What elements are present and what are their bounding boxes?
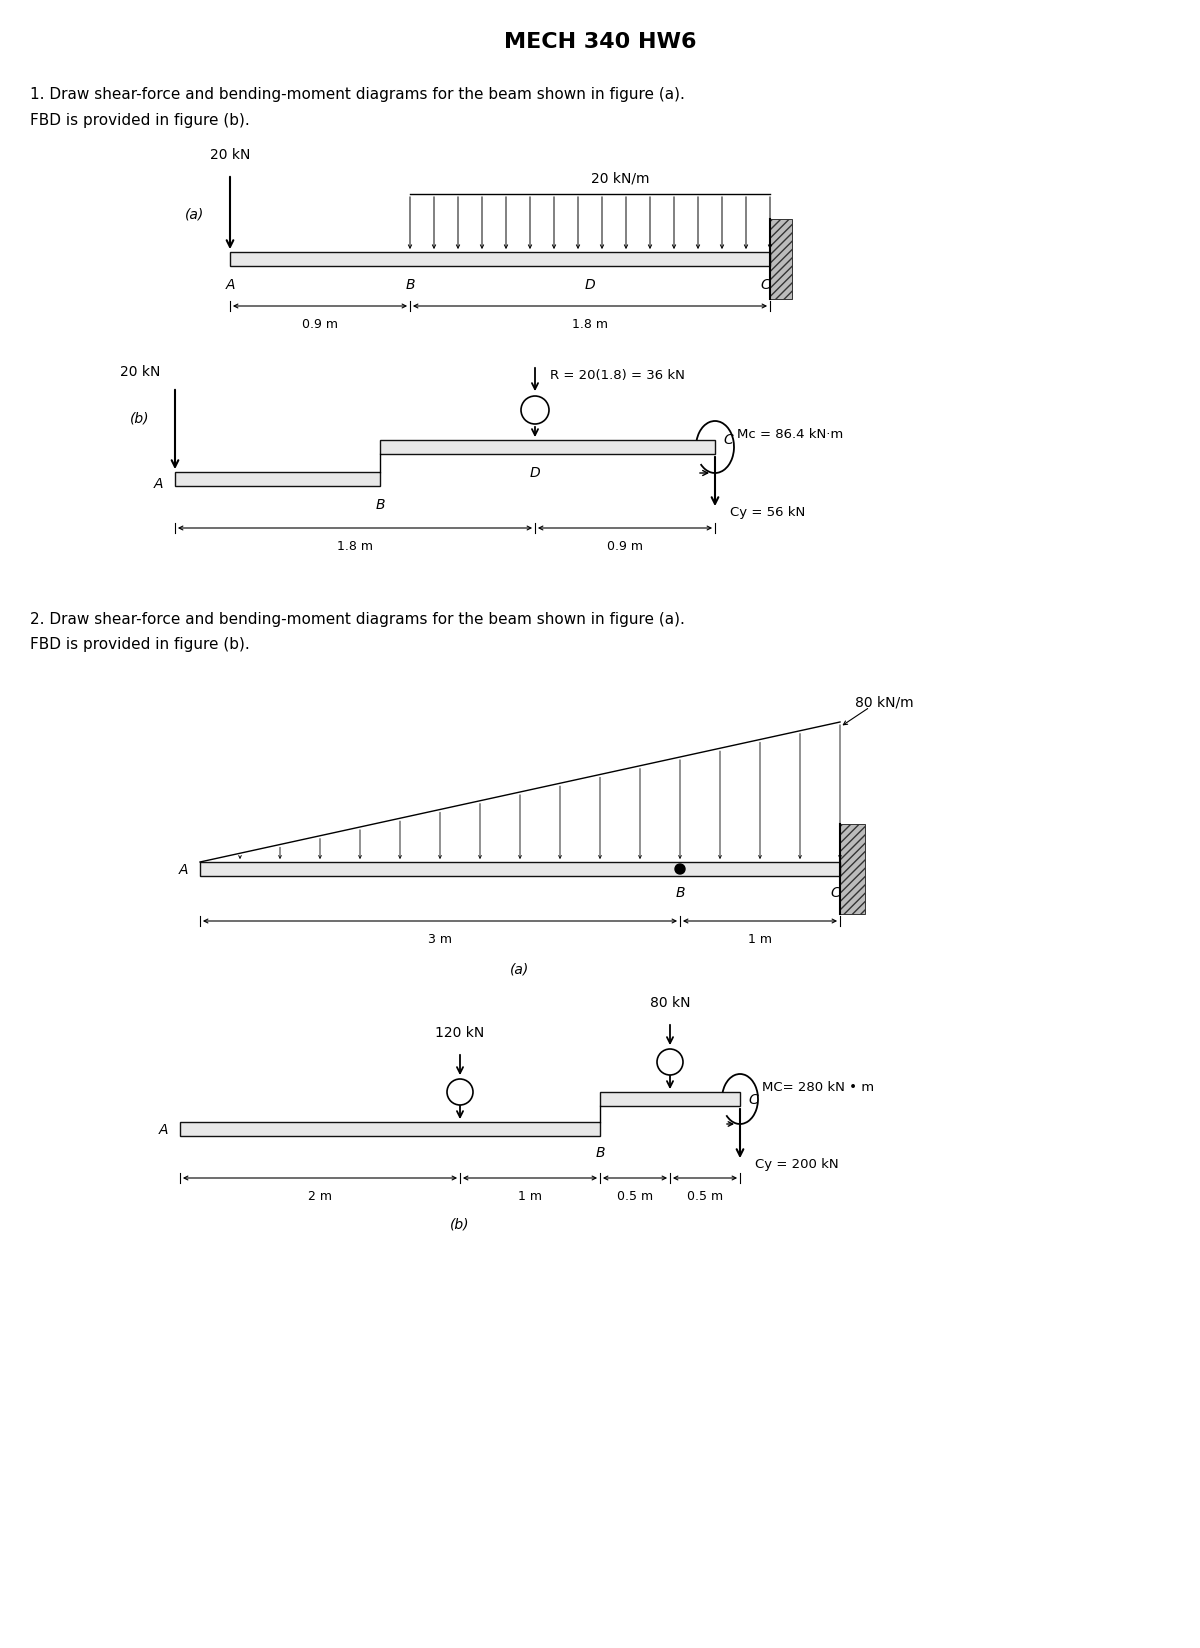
- Bar: [840, 824, 865, 915]
- Text: A: A: [158, 1122, 168, 1137]
- Text: 2 m: 2 m: [308, 1190, 332, 1203]
- Text: 0.5 m: 0.5 m: [686, 1190, 724, 1203]
- Text: B: B: [595, 1145, 605, 1159]
- Text: 0.5 m: 0.5 m: [617, 1190, 653, 1203]
- Text: 20 kN/m: 20 kN/m: [590, 171, 649, 185]
- Text: B: B: [376, 498, 385, 511]
- Text: 120 kN: 120 kN: [436, 1025, 485, 1040]
- Text: MC= 280 kN • m: MC= 280 kN • m: [762, 1081, 874, 1094]
- Text: A: A: [226, 279, 235, 292]
- Bar: [380, 440, 715, 455]
- Text: D: D: [529, 466, 540, 480]
- Text: MECH 340 HW6: MECH 340 HW6: [504, 31, 696, 53]
- Bar: [230, 252, 770, 267]
- Text: Cy = 56 kN: Cy = 56 kN: [730, 506, 805, 519]
- Bar: [600, 1093, 740, 1106]
- Bar: [770, 219, 792, 300]
- Text: 2. Draw shear-force and bending-moment diagrams for the beam shown in figure (a): 2. Draw shear-force and bending-moment d…: [30, 611, 685, 628]
- Text: A: A: [179, 862, 188, 877]
- Text: B: B: [406, 279, 415, 292]
- Text: 1 m: 1 m: [518, 1190, 542, 1203]
- Circle shape: [674, 865, 685, 875]
- Text: 80 kN: 80 kN: [649, 995, 690, 1009]
- Text: FBD is provided in figure (b).: FBD is provided in figure (b).: [30, 112, 250, 127]
- Text: C: C: [760, 279, 770, 292]
- Circle shape: [658, 1050, 683, 1076]
- Text: C: C: [830, 885, 840, 900]
- Bar: [180, 1122, 600, 1137]
- Text: 1 m: 1 m: [748, 933, 772, 946]
- Text: 1.8 m: 1.8 m: [572, 318, 608, 331]
- Circle shape: [521, 397, 550, 425]
- Text: (b): (b): [131, 410, 150, 425]
- Text: Mc = 86.4 kN·m: Mc = 86.4 kN·m: [737, 427, 844, 440]
- Text: C: C: [722, 433, 733, 447]
- Bar: [175, 473, 380, 486]
- Text: C: C: [748, 1093, 757, 1106]
- Text: 20 kN: 20 kN: [120, 364, 160, 379]
- Text: D: D: [584, 279, 595, 292]
- Text: 0.9 m: 0.9 m: [302, 318, 338, 331]
- Text: A: A: [154, 476, 163, 491]
- Text: 0.9 m: 0.9 m: [607, 541, 643, 554]
- Text: (a): (a): [185, 208, 205, 222]
- Text: R = 20(1.8) = 36 kN: R = 20(1.8) = 36 kN: [550, 369, 685, 382]
- Bar: [200, 862, 840, 877]
- Text: (a): (a): [510, 962, 529, 976]
- Text: Cy = 200 kN: Cy = 200 kN: [755, 1159, 839, 1170]
- Text: 20 kN: 20 kN: [210, 148, 250, 162]
- Text: 3 m: 3 m: [428, 933, 452, 946]
- Text: 1. Draw shear-force and bending-moment diagrams for the beam shown in figure (a): 1. Draw shear-force and bending-moment d…: [30, 87, 685, 102]
- Text: B: B: [676, 885, 685, 900]
- Text: (b): (b): [450, 1218, 469, 1231]
- Text: FBD is provided in figure (b).: FBD is provided in figure (b).: [30, 638, 250, 653]
- Circle shape: [446, 1079, 473, 1106]
- Text: 80 kN/m: 80 kN/m: [854, 695, 913, 710]
- Text: 1.8 m: 1.8 m: [337, 541, 373, 554]
